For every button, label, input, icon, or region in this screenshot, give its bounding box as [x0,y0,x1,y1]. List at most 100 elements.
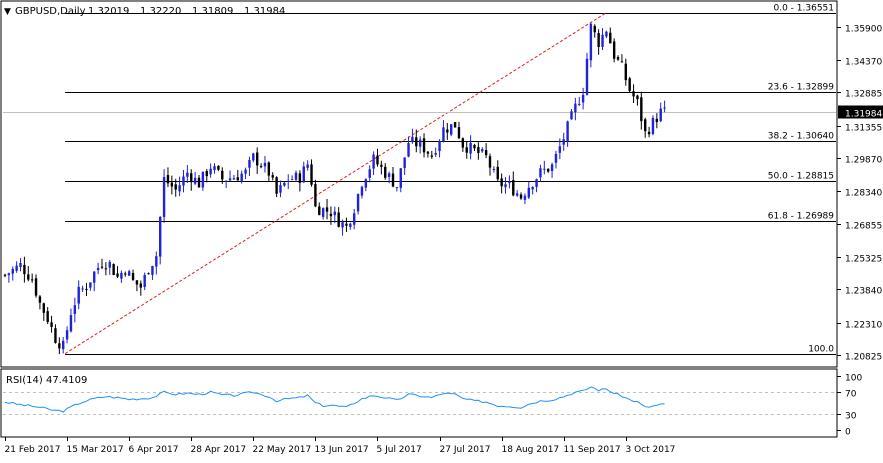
rsi-tick-label: 0 [845,428,851,438]
rsi-tick-label: 30 [845,412,857,422]
time-tick-label: 18 Aug 2017 [502,445,560,455]
candle-body [337,212,340,227]
candle-body [77,286,80,304]
candle-body [240,173,243,182]
candle-body [640,97,643,122]
header-high: 1.32220 [140,6,181,17]
candle-body [224,180,228,182]
fibonacci-levels[interactable]: 0.0 - 1.36551 23.6 - 1.32899 38.2 - 1.3064… [65,4,836,355]
candle-body [469,142,472,154]
candle-body [512,180,515,196]
candle-body [310,164,313,185]
time-tick-label: 3 Oct 2017 [626,445,676,455]
candle-body [93,271,96,283]
candle-body [508,181,511,184]
candle-body [155,256,158,267]
time-tick-label: 28 Apr 2017 [191,445,247,455]
rsi-tick-label: 70 [845,390,857,400]
candle-body [500,178,503,187]
candle-body [438,141,441,152]
candle-body [15,265,18,271]
time-axis: 21 Feb 2017 15 Mar 2017 6 Apr 2017 28 Apr 2… [5,437,676,455]
candle-body [349,223,352,227]
candle-body [531,186,534,190]
price-tick-label: 1.23840 [845,287,882,297]
candle-body [197,177,201,188]
candle-body [457,127,461,139]
candle-body [69,315,73,332]
candle-body [178,185,181,192]
trend-line-segment [64,12,607,355]
candle-body [333,211,336,216]
candle-body [450,124,453,135]
candle-body [244,169,247,174]
candle-body [306,164,309,168]
candle-body [143,274,146,288]
candle-body [488,156,492,168]
candle-body [391,173,395,187]
candle-body [329,213,333,217]
time-tick-label: 6 Apr 2017 [129,445,179,455]
candle-body [547,168,550,172]
price-tick-label: 1.25325 [845,255,882,265]
candle-body [376,155,379,165]
price-tick-label: 1.31355 [845,124,882,134]
candle-body [294,172,298,180]
time-tick-label: 21 Feb 2017 [5,445,61,455]
candle-body [42,303,45,313]
candle-body [422,138,426,153]
fib-level-label: 23.6 - 1.32899 [768,83,834,93]
candle-body [166,175,170,184]
main-panel-border [0,0,838,368]
candle-body [356,194,360,212]
trend-line[interactable] [3,12,836,355]
candle-body [325,207,329,212]
rsi-tick-label: 100 [845,374,862,384]
candle-body [7,273,11,276]
header-close: 1.31984 [244,6,285,17]
header-symbol: GBPUSD,Daily [15,6,86,17]
candle-body [190,173,193,183]
candle-body [50,322,53,327]
candle-body [616,57,620,60]
price-tick-label: 1.26855 [845,222,882,232]
candle-body [147,273,150,275]
candle-body [574,103,577,113]
candle-body [298,173,302,183]
candle-body [430,155,433,157]
candle-body [345,223,348,226]
candle-body [492,168,496,170]
candle-body [131,273,135,280]
candle-body [372,154,375,169]
candle-body [535,179,538,187]
candle-body [259,166,263,168]
candle-body [446,129,449,133]
candle-body [461,138,465,148]
candle-body [112,264,115,275]
fib-level-label: 100.0 [808,345,834,355]
candle-body [170,182,174,187]
header-arrow[interactable]: ▼ [4,7,11,17]
candle-body [609,32,612,44]
fib-level-label: 61.8 - 1.26989 [768,212,834,222]
time-tick-label: 13 Jun 2017 [315,445,369,455]
time-tick-label: 27 Jul 2017 [440,445,491,455]
candle-body [236,177,239,181]
candle-body [399,168,402,188]
chart-header: ▼ GBPUSD,Daily 1.32019 1.32220 1.31809 1… [4,6,285,17]
current-price-box [838,105,883,119]
candle-body [182,176,185,186]
candle-body [539,168,542,178]
fib-level-label: 0.0 - 1.36551 [774,4,835,14]
fib-level-label: 50.0 - 1.28815 [768,172,834,182]
candle-body [477,147,480,154]
price-tick-label: 1.20825 [845,353,882,363]
candle-body [523,195,527,200]
candle-body [283,182,286,186]
candle-body [384,166,387,178]
candle-body [248,160,251,168]
candle-body [543,168,546,170]
price-tick-label: 1.29870 [845,156,882,166]
current-price-label: 1.31984 [845,110,882,120]
